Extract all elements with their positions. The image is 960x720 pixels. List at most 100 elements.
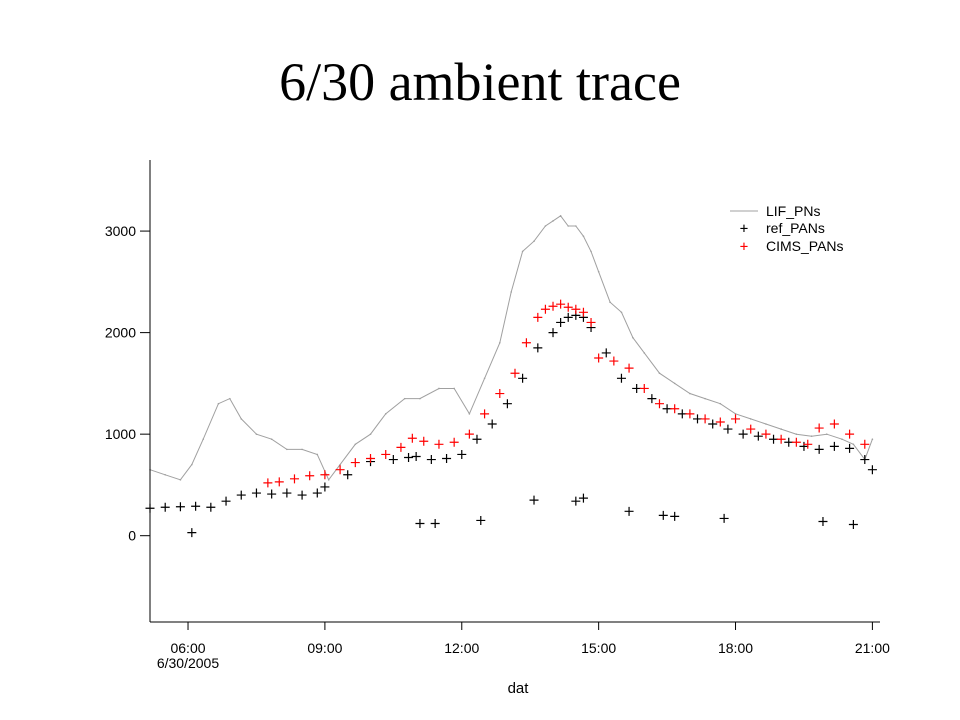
cims-pans-marker <box>289 474 299 484</box>
ref-pans-marker <box>632 383 642 393</box>
ref-pans-marker <box>670 511 680 521</box>
cims-pans-marker <box>548 301 558 311</box>
lif-pns-point <box>810 435 813 437</box>
cims-pans-marker <box>495 389 505 399</box>
cims-pans-marker <box>609 356 619 366</box>
ref-pans-marker <box>457 449 467 459</box>
lif-pns-point <box>658 372 661 375</box>
cims-pans-marker <box>654 399 664 409</box>
ref-pans-marker <box>415 519 425 529</box>
ref-pans-marker <box>708 419 718 429</box>
x-tick-label: 12:00 <box>444 640 479 656</box>
cims-pans-marker <box>320 470 330 480</box>
ref-pans-marker <box>867 465 877 475</box>
ref-pans-marker <box>404 453 414 463</box>
cims-pans-marker <box>434 439 444 449</box>
ref-pans-marker <box>845 443 855 453</box>
ref-pans-series <box>145 310 877 538</box>
lif-pns-point <box>240 418 243 420</box>
ref-pans-marker <box>533 343 543 353</box>
cims-pans-marker <box>540 304 550 314</box>
cims-pans-marker <box>510 368 520 378</box>
lif-pns-point <box>871 438 874 441</box>
legend-label-lif: LIF_PNs <box>766 203 820 219</box>
y-tick-label: 2000 <box>105 325 136 341</box>
ref-pans-marker <box>320 482 330 492</box>
y-tick-label: 0 <box>128 528 136 544</box>
cims-pans-marker <box>274 477 284 487</box>
lif-pns-point <box>369 433 372 435</box>
ref-pans-marker <box>738 429 748 439</box>
cims-pans-marker <box>335 465 345 475</box>
ref-pans-marker <box>160 502 170 512</box>
cims-pans-marker <box>366 454 376 464</box>
cims-pans-marker <box>381 449 391 459</box>
ref-pans-marker <box>487 419 497 429</box>
cims-pans-marker <box>263 478 273 488</box>
lif-pns-point <box>825 433 828 435</box>
cims-pans-marker <box>533 312 543 322</box>
ref-pans-marker <box>312 488 322 498</box>
ref-pans-marker <box>647 394 657 404</box>
lif-pns-point <box>734 413 737 415</box>
cims-pans-marker <box>571 304 581 314</box>
cims-pans-marker <box>396 442 406 452</box>
lif-pns-point <box>852 443 855 446</box>
ref-pans-marker <box>723 424 733 434</box>
chart-axes: 0 1000 2000 3000 06:00 09:00 12:00 15:00 18:00 21… <box>105 160 890 656</box>
lif-pns-point <box>316 453 319 456</box>
y-tick-label: 1000 <box>105 426 136 442</box>
ref-pans-marker <box>784 437 794 447</box>
ref-pans-marker <box>472 434 482 444</box>
lif-pns-point <box>164 473 167 476</box>
ref-pans-marker <box>442 454 452 464</box>
ref-pans-marker <box>191 501 201 511</box>
ref-pans-marker <box>518 373 528 383</box>
ref-pans-marker <box>297 490 307 500</box>
ref-pans-marker <box>175 502 185 512</box>
cims-pans-marker <box>700 414 710 424</box>
lif-pns-point <box>533 240 535 243</box>
cims-pans-marker <box>419 436 429 446</box>
lif-pns-point <box>704 397 706 400</box>
cims-pans-marker <box>624 363 634 373</box>
lif-pns-point <box>582 235 585 237</box>
ref-pans-marker <box>476 515 486 525</box>
lif-pns-point <box>521 250 524 253</box>
ref-pans-marker <box>753 431 763 441</box>
ref-pans-marker <box>430 519 440 529</box>
x-axis-title: dat <box>508 680 530 697</box>
cims-pans-marker <box>464 429 474 439</box>
legend-label-cims: CIMS_PANs <box>766 238 844 254</box>
chart-legend: LIF_PNs + ref_PANs + CIMS_PANs <box>730 203 844 255</box>
cims-pans-marker <box>305 471 315 481</box>
ref-pans-marker <box>860 455 870 465</box>
cims-pans-marker <box>845 429 855 439</box>
lif-pns-point <box>229 397 231 400</box>
ref-pans-marker <box>251 488 261 498</box>
ref-pans-marker <box>829 441 839 451</box>
lif-pns-point <box>643 352 646 354</box>
lif-pns-series <box>149 215 874 481</box>
cims-pans-marker <box>639 383 649 393</box>
legend-swatch-ref: + <box>740 221 748 237</box>
ref-pans-marker <box>571 496 581 506</box>
x-tick-label: 21:00 <box>855 640 890 656</box>
ref-pans-marker <box>658 510 668 520</box>
lif-pns-point <box>632 336 634 339</box>
cims-pans-marker <box>685 409 695 419</box>
lif-pns-point <box>597 270 600 273</box>
x-axis-date-label: 6/30/2005 <box>157 655 219 671</box>
slide-title: 6/30 ambient trace <box>279 52 681 112</box>
cims-pans-marker <box>407 433 417 443</box>
ref-pans-marker <box>556 317 566 327</box>
cims-pans-marker <box>578 307 588 317</box>
ref-pans-marker <box>267 489 277 499</box>
lif-pns-point <box>749 418 752 420</box>
lif-pns-point <box>384 413 387 415</box>
cims-pans-marker <box>731 414 741 424</box>
ref-pans-marker <box>578 493 588 503</box>
lif-pns-point <box>217 402 220 405</box>
ref-pans-marker <box>818 516 828 526</box>
lif-pns-point <box>468 413 471 415</box>
